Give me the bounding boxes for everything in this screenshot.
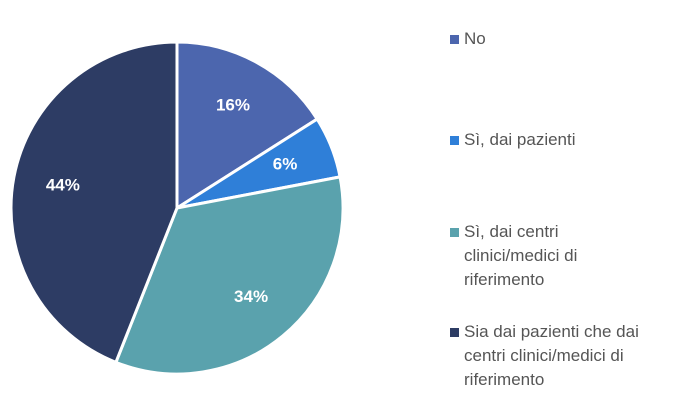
pie-slice: [175, 40, 320, 211]
legend-swatch: [450, 228, 459, 237]
legend-label: No: [464, 29, 486, 48]
legend-item: Sì, dai centri clinici/medici di riferim…: [450, 220, 615, 292]
data-label: 34%: [234, 287, 268, 306]
legend-swatch: [450, 35, 459, 44]
legend-label: Sì, dai pazienti: [464, 130, 576, 149]
pie-slice: [113, 175, 345, 376]
legend-label: Sia dai pazienti che dai centri clinici/…: [464, 322, 639, 389]
legend-swatch: [450, 136, 459, 145]
legend-swatch: [450, 328, 459, 337]
data-label: 16%: [216, 96, 250, 115]
pie-slice: [9, 40, 179, 365]
data-label: 6%: [273, 155, 298, 174]
legend-item: Sia dai pazienti che dai centri clinici/…: [450, 320, 680, 392]
legend-label: Sì, dai centri clinici/medici di riferim…: [464, 222, 578, 289]
data-label: 44%: [46, 176, 80, 195]
legend-item: Sì, dai pazienti: [450, 128, 670, 152]
legend-item: No: [450, 27, 670, 51]
